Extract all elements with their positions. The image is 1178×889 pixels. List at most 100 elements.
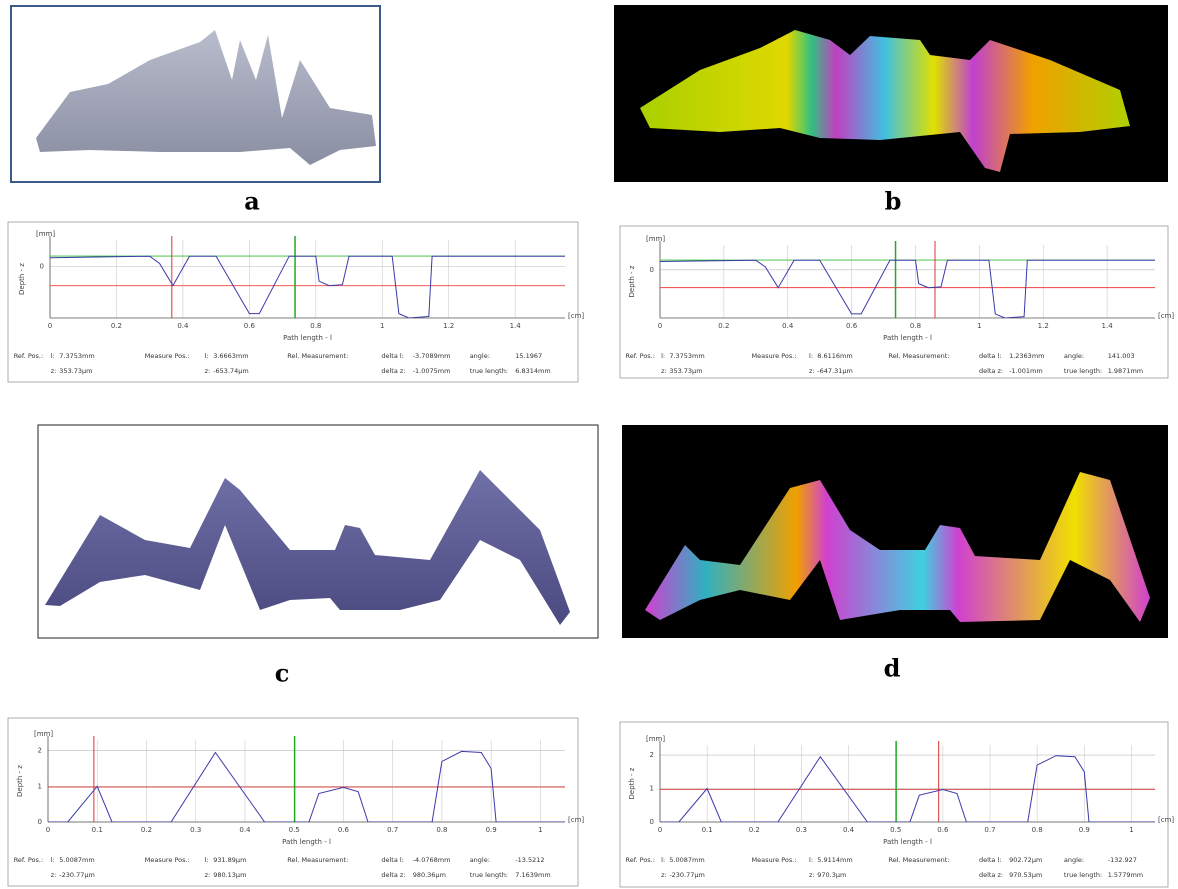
x-tick-label: 0.2 [141, 826, 152, 834]
readout-text: 970.3µm [817, 871, 846, 879]
readout-text: angle: [1064, 352, 1084, 360]
x-tick-label: 0.4 [843, 826, 855, 834]
x-tick-label: 0.9 [1079, 826, 1090, 834]
readout-text: 1.5779mm [1108, 871, 1143, 879]
panel-label: b [885, 187, 902, 216]
x-tick-label: 0.1 [702, 826, 713, 834]
x-tick-label: 0.8 [436, 826, 447, 834]
readout-text: l: [809, 352, 813, 360]
x-tick-label: 1 [1129, 826, 1133, 834]
unit-label: [mm] [646, 235, 665, 243]
x-tick-label: 1 [380, 322, 384, 330]
y-tick-label: 0 [40, 262, 44, 270]
readout-text: 5.0087mm [59, 856, 94, 864]
unit-label: [cm] [1158, 816, 1174, 824]
readout-text: 970.53µm [1009, 871, 1042, 879]
readout-text: l: [661, 352, 665, 360]
x-tick-label: 1 [538, 826, 542, 834]
readout-text: l: [205, 352, 209, 360]
y-tick-label: 0 [650, 266, 654, 274]
x-tick-label: 0.3 [796, 826, 807, 834]
readout-text: 980.13µm [213, 871, 246, 879]
readout-text: -132.927 [1108, 856, 1137, 864]
readout-text: z: [809, 367, 815, 375]
unit-label: [mm] [646, 735, 665, 743]
readout-text: 353.73µm [59, 367, 92, 375]
y-tick-label: 1 [38, 782, 42, 790]
readout-text: Rel. Measurement: [287, 856, 348, 864]
x-tick-label: 0.8 [910, 322, 921, 330]
readout-text: 7.3753mm [669, 352, 704, 360]
readout-text: l: [51, 856, 55, 864]
x-tick-label: 0.4 [177, 322, 189, 330]
readout-text: z: [51, 367, 57, 375]
readout-text: Measure Pos.: [752, 856, 797, 864]
x-tick-label: 0.6 [244, 322, 256, 330]
readout-text: delta l: [979, 856, 1002, 864]
readout-text: Ref. Pos.: [14, 352, 43, 360]
axis-title: Depth - z [628, 265, 636, 297]
axis-title: Depth - z [18, 263, 26, 295]
x-tick-label: 0.1 [92, 826, 103, 834]
axis-title: Path length - l [282, 838, 331, 846]
x-tick-label: 1.4 [510, 322, 522, 330]
x-tick-label: 1.2 [1038, 322, 1049, 330]
x-tick-label: 0.4 [782, 322, 794, 330]
readout-text: 931.89µm [213, 856, 246, 864]
axis-title: Depth - z [16, 765, 24, 797]
readout-text: delta z: [979, 871, 1003, 879]
readout-text: 353.73µm [669, 367, 702, 375]
x-tick-label: 1.2 [443, 322, 454, 330]
readout-text: l: [205, 856, 209, 864]
readout-text: 1.2363mm [1009, 352, 1044, 360]
readout-text: Ref. Pos.: [625, 856, 654, 864]
x-tick-label: 0.5 [289, 826, 300, 834]
x-tick-label: 0.2 [749, 826, 760, 834]
x-tick-label: 0.4 [239, 826, 251, 834]
y-tick-label: 0 [38, 818, 42, 826]
readout-text: angle: [470, 856, 490, 864]
readout-text: angle: [470, 352, 490, 360]
readout-text: -1.0075mm [413, 367, 451, 375]
panel-label: a [244, 187, 260, 216]
x-tick-label: 0.6 [338, 826, 350, 834]
readout-text: Rel. Measurement: [889, 352, 950, 360]
readout-text: 5.0087mm [669, 856, 704, 864]
unit-label: [mm] [34, 730, 53, 738]
readout-text: -230.77µm [669, 871, 705, 879]
readout-text: 7.3753mm [59, 352, 94, 360]
profile-chart: 00.20.40.60.811.21.40[mm][cm]Path length… [8, 222, 584, 382]
readout-text: -3.7089mm [413, 352, 451, 360]
x-tick-label: 0 [46, 826, 50, 834]
axis-title: Path length - l [883, 334, 932, 342]
readout-text: Measure Pos.: [145, 352, 190, 360]
readout-text: delta l: [381, 352, 404, 360]
y-tick-label: 1 [650, 785, 654, 793]
readout-text: 141.003 [1108, 352, 1135, 360]
readout-text: l: [51, 352, 55, 360]
x-tick-label: 0.2 [111, 322, 122, 330]
readout-text: -4.0768mm [413, 856, 451, 864]
readout-text: 15.1967 [515, 352, 542, 360]
x-tick-label: 1 [977, 322, 981, 330]
readout-text: delta z: [381, 871, 405, 879]
unit-label: [mm] [36, 230, 55, 238]
readout-text: Rel. Measurement: [889, 856, 950, 864]
figure: a b c d 00.20.40.60.811.21.40[mm][cm]Pat… [0, 0, 1178, 889]
readout-text: Measure Pos.: [145, 856, 190, 864]
x-tick-label: 0 [658, 322, 662, 330]
readout-text: true length: [470, 871, 508, 879]
readout-text: z: [661, 871, 667, 879]
readout-text: Measure Pos.: [752, 352, 797, 360]
x-tick-label: 0.9 [486, 826, 497, 834]
readout-text: angle: [1064, 856, 1084, 864]
readout-text: z: [809, 871, 815, 879]
readout-text: delta z: [979, 367, 1003, 375]
x-tick-label: 0.6 [937, 826, 949, 834]
readout-text: l: [809, 856, 813, 864]
readout-text: delta l: [979, 352, 1002, 360]
x-tick-label: 0 [48, 322, 52, 330]
x-tick-label: 0.6 [846, 322, 858, 330]
